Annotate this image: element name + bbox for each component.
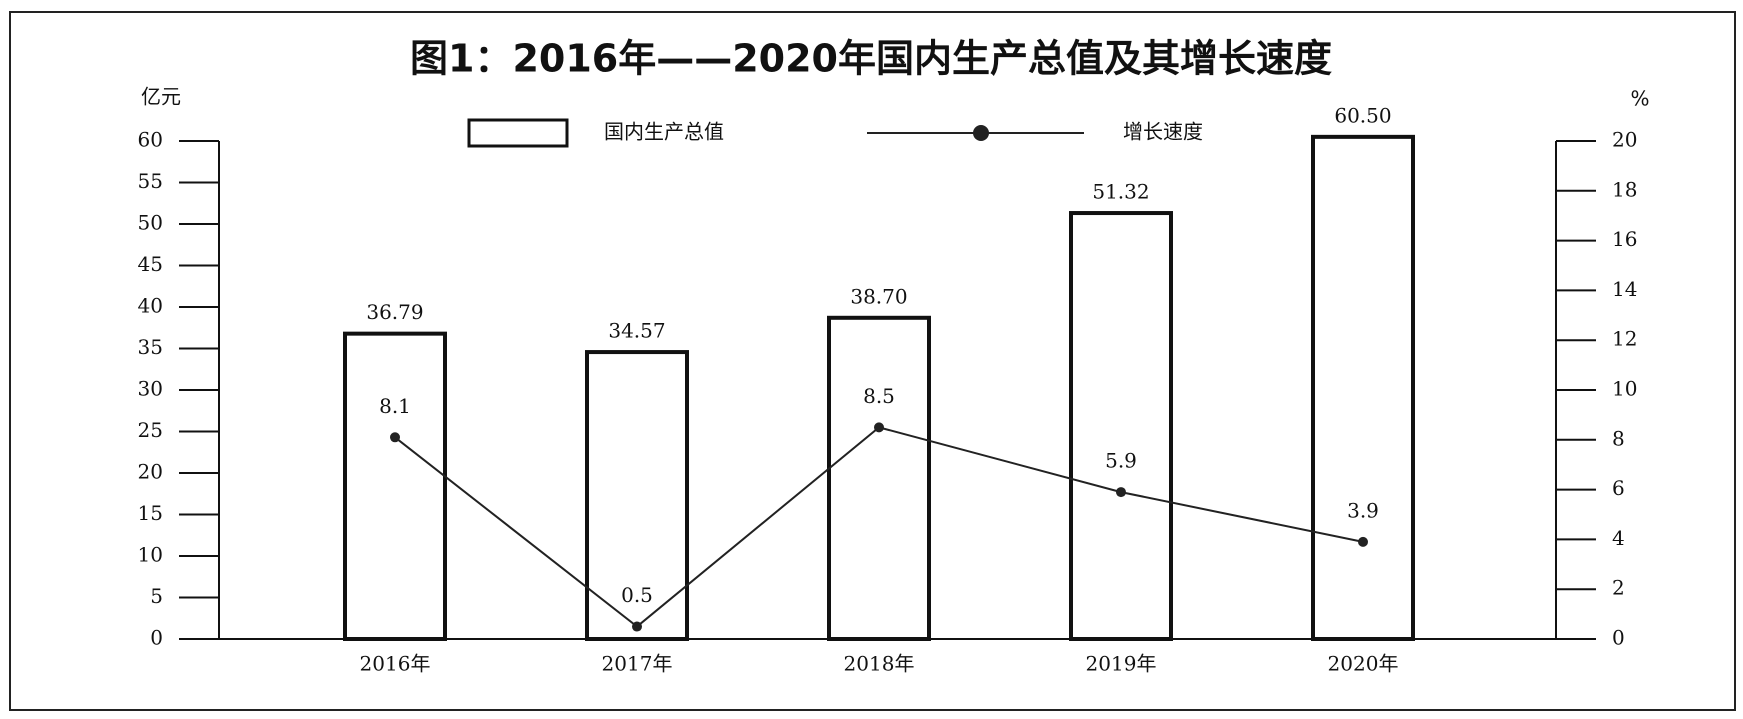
x-tick-label: 2016年 bbox=[360, 652, 431, 676]
point bbox=[1116, 487, 1126, 498]
bar-value-label: 51.32 bbox=[1092, 180, 1149, 204]
bar bbox=[1311, 134, 1415, 641]
y-tick-label: 15 bbox=[138, 501, 163, 525]
y-tick-label: 0 bbox=[150, 626, 163, 650]
y-tick-label: 55 bbox=[138, 169, 163, 193]
y-tick-label: 40 bbox=[138, 294, 163, 318]
bar bbox=[585, 350, 689, 641]
bar-value-label: 38.70 bbox=[850, 284, 907, 308]
y2-tick-label: 4 bbox=[1612, 526, 1625, 550]
x-tick-label: 2019年 bbox=[1086, 652, 1157, 676]
bar bbox=[1069, 211, 1173, 641]
point-value-label: 5.9 bbox=[1105, 449, 1137, 473]
y2-tick-label: 16 bbox=[1612, 227, 1637, 251]
legend-label: 增长速度 bbox=[1123, 120, 1203, 144]
bar-value-label: 60.50 bbox=[1334, 103, 1391, 127]
legend-swatch bbox=[467, 118, 569, 148]
y-tick-label: 35 bbox=[138, 335, 163, 359]
y2-axis-label: % bbox=[1630, 87, 1649, 111]
y2-tick-label: 6 bbox=[1612, 476, 1625, 500]
bar-value-label: 36.79 bbox=[366, 300, 423, 324]
y-tick-label: 5 bbox=[150, 584, 163, 608]
frame bbox=[9, 11, 1736, 711]
y-axis-label: 亿元 bbox=[141, 85, 181, 109]
bar bbox=[827, 315, 931, 641]
point-value-label: 8.5 bbox=[863, 384, 895, 408]
x-tick-label: 2018年 bbox=[844, 652, 915, 676]
y-tick-label: 30 bbox=[138, 377, 163, 401]
legend-marker bbox=[973, 125, 989, 141]
y2-tick-label: 10 bbox=[1612, 377, 1637, 401]
bar-value-label: 34.57 bbox=[608, 319, 665, 343]
y-tick-label: 60 bbox=[138, 128, 163, 152]
y2-tick-label: 0 bbox=[1612, 626, 1625, 650]
point bbox=[874, 422, 884, 433]
y-tick-label: 20 bbox=[138, 460, 163, 484]
bar bbox=[343, 331, 447, 641]
point bbox=[1358, 536, 1368, 547]
y-tick-label: 25 bbox=[138, 418, 163, 442]
point-value-label: 0.5 bbox=[621, 583, 653, 607]
y-tick-label: 10 bbox=[138, 543, 163, 567]
point bbox=[632, 621, 642, 632]
point bbox=[390, 432, 400, 443]
chart-title: 图1：2016年——2020年国内生产总值及其增长速度 bbox=[410, 37, 1332, 81]
point-value-label: 3.9 bbox=[1347, 498, 1379, 522]
x-tick-label: 2020年 bbox=[1328, 652, 1399, 676]
x-tick-label: 2017年 bbox=[602, 652, 673, 676]
legend-label: 国内生产总值 bbox=[604, 120, 724, 144]
point-value-label: 8.1 bbox=[379, 394, 411, 418]
y-tick-label: 45 bbox=[138, 252, 163, 276]
y2-tick-label: 14 bbox=[1612, 277, 1637, 301]
y2-tick-label: 2 bbox=[1612, 576, 1625, 600]
y2-tick-label: 12 bbox=[1612, 327, 1637, 351]
y2-tick-label: 8 bbox=[1612, 426, 1625, 450]
y2-tick-label: 20 bbox=[1612, 128, 1637, 152]
y-tick-label: 50 bbox=[138, 211, 163, 235]
y2-tick-label: 18 bbox=[1612, 177, 1637, 201]
